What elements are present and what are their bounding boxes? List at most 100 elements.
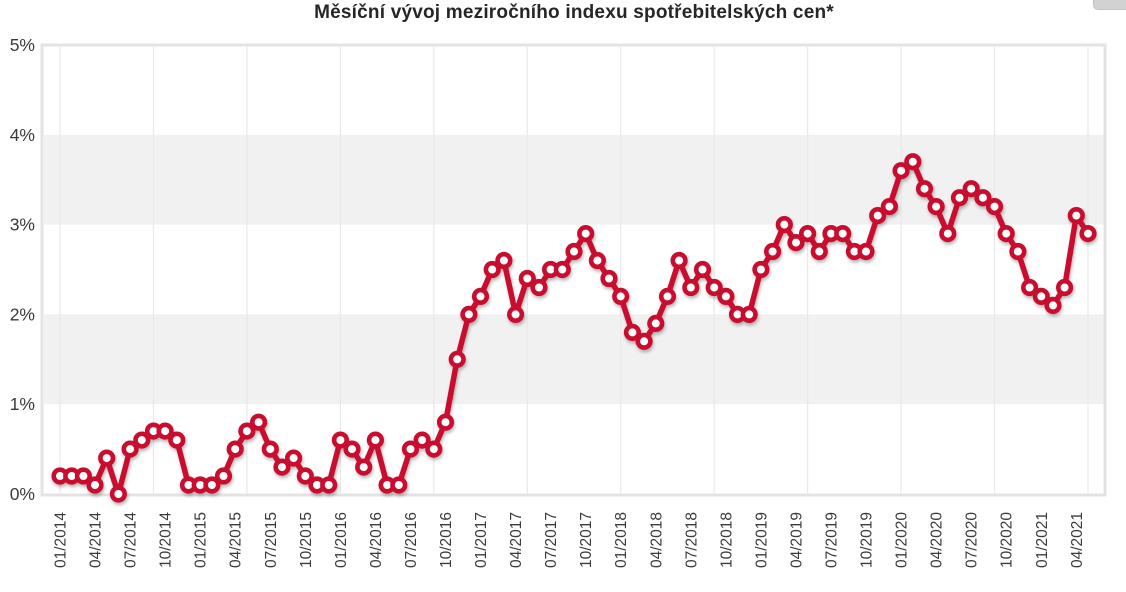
data-point-marker[interactable] <box>985 198 1004 216</box>
data-point-marker[interactable] <box>1079 225 1097 243</box>
data-point-marker[interactable] <box>495 251 513 270</box>
data-point-marker[interactable] <box>775 216 793 234</box>
data-point-marker[interactable] <box>869 207 887 225</box>
data-point-marker[interactable] <box>168 431 186 449</box>
data-point-marker[interactable] <box>880 198 899 216</box>
x-axis-label: 07/2015 <box>263 512 280 568</box>
data-point-marker[interactable] <box>296 467 314 485</box>
data-point-marker[interactable] <box>203 476 221 494</box>
y-axis-label: 2% <box>10 304 35 324</box>
data-point-marker[interactable] <box>366 431 385 449</box>
data-point-marker[interactable] <box>238 422 256 440</box>
data-point-marker[interactable] <box>717 287 735 306</box>
data-point-marker[interactable] <box>892 162 910 180</box>
data-point-marker[interactable] <box>600 269 618 288</box>
y-axis-label: 4% <box>10 125 35 145</box>
x-axis-labels: 01/2014 04/2014 07/2014 10/2014 01/2015 04/20… <box>53 512 1086 568</box>
data-point-marker[interactable] <box>635 332 653 350</box>
data-point-marker[interactable] <box>682 278 700 297</box>
data-point-marker[interactable] <box>483 260 501 279</box>
data-point-marker[interactable] <box>121 440 139 458</box>
data-point-marker[interactable] <box>1009 242 1027 261</box>
data-point-marker[interactable] <box>705 278 723 297</box>
x-axis-label: 10/2016 <box>438 512 455 568</box>
data-point-marker[interactable] <box>98 449 116 467</box>
data-point-marker[interactable] <box>612 287 630 306</box>
data-point-marker[interactable] <box>798 225 817 243</box>
x-axis-label: 10/2015 <box>298 512 315 568</box>
data-point-marker[interactable] <box>460 305 478 324</box>
data-point-marker[interactable] <box>448 350 466 368</box>
x-axis-label: 07/2020 <box>964 512 981 568</box>
y-axis-labels: 0% 1% 2% 3% 4% 5% <box>10 35 35 504</box>
data-point-marker[interactable] <box>740 305 758 324</box>
x-axis-label: 04/2014 <box>88 512 105 568</box>
data-point-marker[interactable] <box>974 189 992 207</box>
data-point-marker[interactable] <box>904 153 922 171</box>
data-point-marker[interactable] <box>565 242 583 261</box>
data-point-marker[interactable] <box>133 431 151 449</box>
data-point-marker[interactable] <box>763 242 782 261</box>
data-point-marker[interactable] <box>214 467 233 485</box>
data-point-marker[interactable] <box>86 476 104 494</box>
data-point-marker[interactable] <box>401 440 420 458</box>
data-point-marker[interactable] <box>1044 296 1062 315</box>
data-point-marker[interactable] <box>962 180 980 198</box>
data-point-marker[interactable] <box>787 234 805 252</box>
data-point-marker[interactable] <box>997 225 1015 243</box>
x-axis-label: 04/2021 <box>1069 512 1086 568</box>
data-point-marker[interactable] <box>506 305 525 324</box>
data-point-marker[interactable] <box>518 269 536 288</box>
data-point-marker[interactable] <box>647 314 665 333</box>
data-point-marker[interactable] <box>413 431 431 449</box>
data-point-marker[interactable] <box>530 278 548 297</box>
plot-bands <box>44 134 1104 405</box>
data-point-marker[interactable] <box>752 260 770 279</box>
data-point-marker[interactable] <box>109 485 127 503</box>
data-point-marker[interactable] <box>950 189 969 207</box>
data-point-marker[interactable] <box>693 260 712 279</box>
data-point-marker[interactable] <box>1055 278 1074 297</box>
data-point-marker[interactable] <box>320 476 338 494</box>
data-point-marker[interactable] <box>810 242 828 261</box>
x-axis-label: 07/2017 <box>543 512 560 568</box>
chart-title: Měsíční vývoj meziročního indexu spotřeb… <box>314 2 834 23</box>
data-point-marker[interactable] <box>74 467 92 485</box>
data-point-marker[interactable] <box>670 251 688 270</box>
data-point-marker[interactable] <box>1067 207 1085 225</box>
data-point-marker[interactable] <box>425 440 443 458</box>
chart-context-menu-button[interactable] <box>1093 0 1126 10</box>
data-point-marker[interactable] <box>273 458 291 476</box>
data-point-marker[interactable] <box>261 440 279 458</box>
data-point-marker[interactable] <box>436 413 455 431</box>
data-point-marker[interactable] <box>390 476 408 494</box>
data-point-marker[interactable] <box>857 242 875 261</box>
x-axis-label: 04/2019 <box>788 512 805 568</box>
data-point-marker[interactable] <box>588 251 607 270</box>
data-point-marker[interactable] <box>623 323 642 342</box>
y-axis-label: 3% <box>10 215 35 235</box>
data-point-marker[interactable] <box>658 287 677 306</box>
data-point-marker[interactable] <box>285 449 303 467</box>
data-point-marker[interactable] <box>1032 287 1050 306</box>
data-point-marker[interactable] <box>226 440 244 458</box>
data-point-marker[interactable] <box>343 440 361 458</box>
x-axis-label: 07/2014 <box>123 512 140 568</box>
data-point-marker[interactable] <box>553 260 571 279</box>
data-point-marker[interactable] <box>577 225 595 243</box>
data-point-marker[interactable] <box>331 431 350 449</box>
data-point-marker[interactable] <box>156 422 174 440</box>
x-axis-label: 04/2018 <box>648 512 665 568</box>
data-point-marker[interactable] <box>834 225 852 243</box>
data-point-marker[interactable] <box>355 458 373 476</box>
data-point-marker[interactable] <box>1020 278 1039 297</box>
x-axis-label: 07/2019 <box>824 512 841 568</box>
data-point-marker[interactable] <box>939 225 957 243</box>
data-point-marker[interactable] <box>927 198 945 216</box>
data-point-marker[interactable] <box>915 180 934 198</box>
x-axis-label: 01/2020 <box>894 512 911 568</box>
data-point-marker[interactable] <box>250 413 268 431</box>
data-point-marker[interactable] <box>471 287 490 306</box>
